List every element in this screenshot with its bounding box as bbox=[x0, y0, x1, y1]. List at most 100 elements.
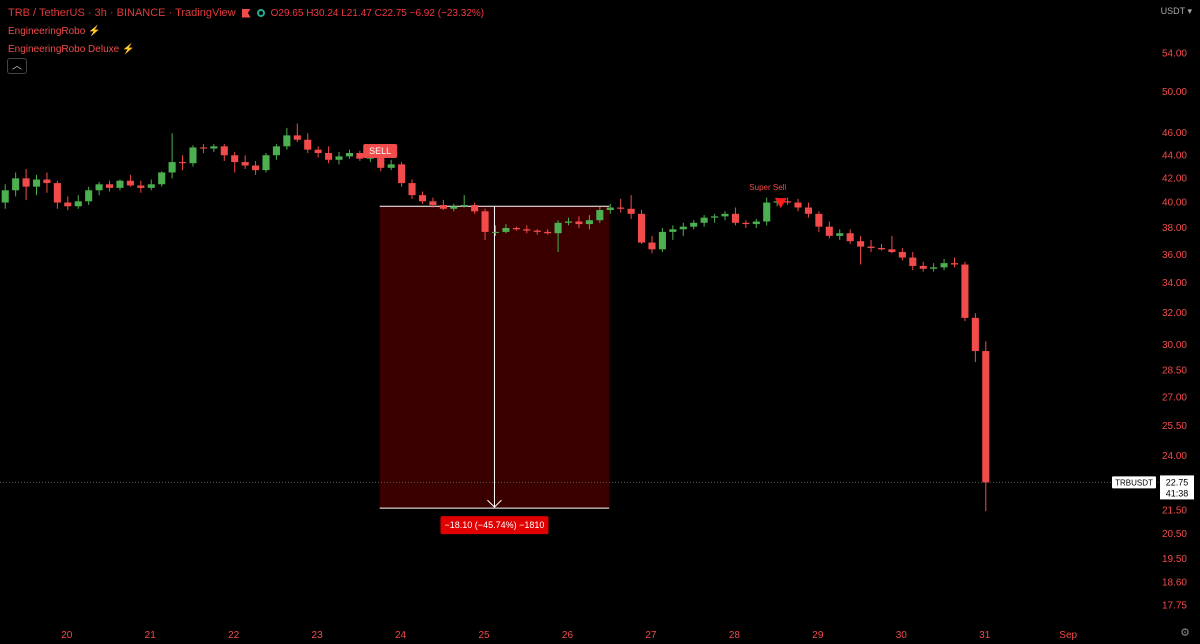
candle-body bbox=[356, 153, 364, 159]
sell-signal[interactable]: SELL bbox=[363, 144, 398, 159]
candle bbox=[126, 174, 134, 187]
candle-body bbox=[126, 180, 134, 186]
candle bbox=[638, 210, 646, 244]
candle bbox=[179, 155, 187, 171]
candle-body bbox=[345, 153, 354, 157]
candle bbox=[763, 197, 771, 226]
candle-body bbox=[262, 155, 270, 171]
candle bbox=[564, 217, 573, 226]
candle bbox=[596, 206, 604, 223]
candle bbox=[304, 133, 312, 154]
candle bbox=[335, 151, 343, 165]
candle-body bbox=[669, 229, 677, 232]
price-tag-value: 22.75 bbox=[1166, 477, 1189, 487]
candle bbox=[742, 220, 750, 228]
candle-body bbox=[857, 241, 865, 247]
candle-body bbox=[700, 217, 708, 223]
symbol-tag-bg bbox=[1112, 476, 1156, 489]
candle-body bbox=[272, 146, 280, 156]
candle bbox=[690, 220, 698, 230]
candle-body bbox=[585, 220, 593, 225]
candle bbox=[857, 235, 865, 265]
candle-body bbox=[523, 229, 531, 231]
indicator-label: EngineeringRobo Deluxe bbox=[8, 44, 120, 55]
y-tick-label: 50.00 bbox=[1162, 87, 1187, 98]
candle bbox=[815, 211, 823, 232]
candle-body bbox=[627, 208, 635, 214]
market-status-icon bbox=[256, 9, 265, 17]
candle bbox=[95, 181, 103, 196]
candle bbox=[877, 243, 886, 251]
y-tick-label: 17.75 bbox=[1162, 600, 1187, 611]
sell-signal-label: SELL bbox=[369, 146, 391, 156]
candle-body bbox=[763, 202, 771, 222]
candle bbox=[398, 162, 406, 187]
candle-body bbox=[961, 264, 969, 318]
measure-label-bg bbox=[440, 516, 549, 535]
candle-body bbox=[648, 242, 656, 250]
candle bbox=[606, 203, 614, 214]
axis-layer: 54.00 50.00 46.00 44.00 42.00 40.00 38.00 36.00… bbox=[0, 49, 1194, 641]
x-tick-label: 20 bbox=[61, 630, 73, 641]
chart-header: TRB / TetherUS · 3h · BINANCE · TradingV… bbox=[8, 7, 484, 19]
candle-body bbox=[22, 178, 30, 187]
ohlc-readout: O29.65 H30.24 L21.47 C22.75 −6.92 (−23.3… bbox=[270, 7, 485, 19]
chevron-up-icon[interactable]: ︿ bbox=[7, 58, 27, 74]
currency-menu[interactable]: USDT ▾ bbox=[1160, 6, 1192, 16]
candle bbox=[116, 179, 124, 191]
candle-body bbox=[471, 205, 479, 212]
candle-body bbox=[638, 213, 646, 243]
candle bbox=[74, 195, 82, 209]
candle bbox=[961, 261, 969, 322]
y-tick-label: 27.00 bbox=[1162, 392, 1187, 403]
candle bbox=[804, 202, 812, 218]
candle bbox=[189, 145, 197, 167]
candle bbox=[867, 239, 875, 253]
measure-layer: −18.10 (−45.74%) −1810 bbox=[379, 205, 610, 535]
gear-icon[interactable]: ⚙ bbox=[1180, 627, 1190, 639]
candle bbox=[43, 172, 51, 193]
x-tick-label: 24 bbox=[395, 630, 407, 641]
y-tick-label: 42.00 bbox=[1162, 173, 1187, 184]
y-tick-label: 25.50 bbox=[1162, 421, 1187, 432]
bolt-icon: ⚡ bbox=[88, 26, 101, 37]
candle bbox=[533, 229, 541, 235]
super-sell-signal[interactable]: Super Sell bbox=[749, 183, 787, 209]
candle-body bbox=[137, 185, 145, 188]
candle bbox=[314, 146, 322, 158]
x-tick-label: 26 bbox=[562, 630, 574, 641]
candle bbox=[12, 172, 20, 197]
symbol-label[interactable]: TRB / TetherUS · 3h · BINANCE · TradingV… bbox=[8, 7, 236, 19]
bolt-icon: ⚡ bbox=[122, 44, 135, 55]
candle bbox=[220, 144, 228, 161]
candle-body bbox=[189, 147, 197, 164]
candle bbox=[825, 221, 833, 239]
candle bbox=[22, 168, 30, 201]
flag-icon[interactable] bbox=[241, 8, 251, 18]
candle bbox=[898, 247, 906, 261]
candle bbox=[585, 215, 593, 230]
candle-body bbox=[971, 317, 979, 352]
candle-body bbox=[335, 156, 343, 160]
indicator-engineeringrobo[interactable]: EngineeringRobo ⚡ bbox=[8, 26, 101, 37]
candle-body bbox=[898, 252, 906, 258]
indicator-engineeringrobo-deluxe[interactable]: EngineeringRobo Deluxe ⚡ bbox=[8, 44, 135, 55]
candle-body bbox=[815, 213, 823, 227]
indicator-label: EngineeringRobo bbox=[8, 26, 86, 37]
candle-body bbox=[32, 179, 41, 187]
candle bbox=[429, 197, 437, 208]
candle-body bbox=[846, 233, 854, 242]
candle-body bbox=[95, 184, 103, 191]
candle bbox=[293, 123, 301, 142]
candle bbox=[64, 196, 72, 211]
candle-body bbox=[679, 226, 687, 230]
candle-body bbox=[742, 222, 750, 225]
candle-body bbox=[533, 230, 541, 232]
x-tick-label: 27 bbox=[645, 630, 657, 641]
candle bbox=[971, 313, 979, 363]
candle bbox=[711, 213, 719, 223]
chevron-down-icon: ▾ bbox=[1184, 6, 1192, 16]
candle-body bbox=[43, 179, 51, 184]
